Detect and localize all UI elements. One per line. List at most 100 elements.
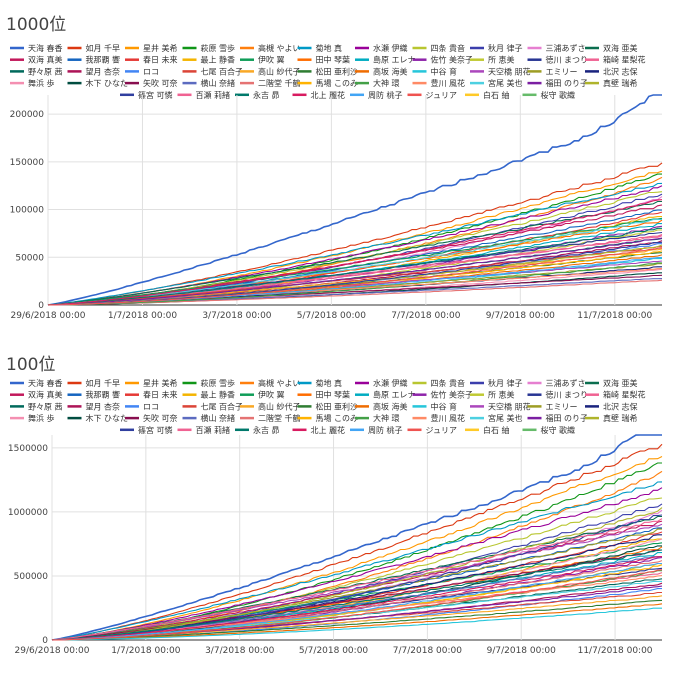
legend-item[interactable]: 双海 真美 (10, 55, 63, 65)
legend-item[interactable]: 真壁 瑞希 (585, 78, 638, 88)
legend-item[interactable]: 望月 杏奈 (67, 401, 121, 411)
legend-item[interactable]: 横山 奈緒 (182, 413, 236, 423)
legend-item[interactable]: 高坂 海美 (355, 66, 408, 76)
legend-item[interactable]: 菊地 真 (297, 378, 343, 388)
legend-item[interactable]: 野々原 茜 (10, 66, 63, 76)
legend-item[interactable]: 桜守 歌織 (522, 90, 576, 100)
legend-item[interactable]: 二階堂 千鶴 (240, 413, 301, 423)
legend-item[interactable]: 桜守 歌織 (522, 425, 576, 435)
legend-item[interactable]: 高槻 やよい (240, 43, 301, 53)
legend-item[interactable]: 永吉 昴 (235, 425, 280, 435)
legend-item[interactable]: 高山 紗代子 (240, 401, 301, 411)
legend-item[interactable]: 大神 環 (355, 78, 400, 88)
legend-item[interactable]: 四条 貴音 (412, 378, 466, 388)
legend-item[interactable]: 如月 千早 (67, 43, 121, 53)
legend-item[interactable]: 佐竹 美奈子 (412, 390, 474, 400)
legend-item[interactable]: 天海 春香 (10, 43, 63, 53)
legend-item[interactable]: エミリー (527, 67, 578, 76)
legend-item[interactable]: 伊吹 翼 (240, 390, 285, 400)
legend-item[interactable]: 馬場 このみ (297, 413, 359, 423)
legend-item[interactable]: 箱崎 星梨花 (585, 390, 646, 400)
legend-item[interactable]: 宮尾 美也 (470, 413, 523, 423)
legend-item[interactable]: 白石 紬 (465, 425, 510, 435)
legend-item[interactable]: 野々原 茜 (10, 401, 63, 411)
legend-item[interactable]: 永吉 昴 (235, 90, 280, 100)
legend-item[interactable]: 星井 美希 (125, 378, 178, 388)
legend-item[interactable]: 水瀬 伊織 (355, 378, 408, 388)
legend-item[interactable]: 高槻 やよい (240, 378, 301, 388)
legend-item[interactable]: 横山 奈緒 (182, 78, 236, 88)
legend-item[interactable]: 松田 亜利沙 (297, 401, 359, 411)
legend-item[interactable]: 秋月 律子 (470, 378, 523, 388)
legend-item[interactable]: 島原 エレナ (355, 390, 416, 400)
legend-item[interactable]: 水瀬 伊織 (355, 43, 408, 53)
legend-item[interactable]: 我那覇 響 (67, 55, 121, 65)
legend-item[interactable]: 豊川 風花 (412, 78, 466, 88)
legend-item[interactable]: 箱崎 星梨花 (585, 55, 646, 65)
legend-item[interactable]: ジュリア (407, 91, 457, 100)
legend-item[interactable]: 伊吹 翼 (240, 55, 285, 65)
legend-item[interactable]: 星井 美希 (125, 43, 178, 53)
legend-item[interactable]: 最上 静香 (182, 390, 236, 400)
legend-item[interactable]: 四条 貴音 (412, 43, 466, 53)
legend-item[interactable]: 田中 琴葉 (297, 55, 351, 65)
legend-item[interactable]: 中谷 育 (412, 401, 458, 411)
legend-item[interactable]: 双海 真美 (10, 390, 63, 400)
legend-item[interactable]: 木下 ひなた (67, 413, 129, 423)
legend-item[interactable]: 北上 麗花 (292, 90, 346, 100)
legend-item[interactable]: 北沢 志保 (585, 401, 638, 411)
legend-item[interactable]: 徳川 まつり (527, 390, 589, 400)
legend-item[interactable]: 七尾 百合子 (182, 66, 244, 76)
legend-item[interactable]: 所 恵美 (470, 55, 515, 65)
legend-item[interactable]: 双海 亜美 (585, 43, 638, 53)
legend-item[interactable]: 萩原 雪歩 (182, 43, 236, 53)
legend-item[interactable]: 三浦あずさ (527, 43, 586, 53)
legend-item[interactable]: 篠宮 可憐 (120, 425, 173, 435)
legend-item[interactable]: 周防 桃子 (350, 425, 403, 435)
legend-item[interactable]: 所 恵美 (470, 390, 515, 400)
legend-item[interactable]: 徳川 まつり (527, 55, 589, 65)
legend-item[interactable]: 舞浜 歩 (10, 413, 55, 423)
legend-item[interactable]: ロコ (125, 67, 159, 76)
legend-item[interactable]: 天海 春香 (10, 378, 63, 388)
legend-item[interactable]: 最上 静香 (182, 55, 236, 65)
legend-item[interactable]: 高坂 海美 (355, 401, 408, 411)
legend-item[interactable]: 北沢 志保 (585, 66, 638, 76)
legend-item[interactable]: 秋月 律子 (470, 43, 523, 53)
legend-item[interactable]: エミリー (527, 402, 578, 411)
legend-item[interactable]: 福田 のり子 (527, 79, 589, 88)
legend-item[interactable]: 矢吹 可奈 (125, 413, 178, 423)
legend-item[interactable]: 春日 未来 (125, 55, 178, 65)
legend-item[interactable]: 中谷 育 (412, 66, 458, 76)
legend-item[interactable]: 篠宮 可憐 (120, 90, 173, 100)
legend-item[interactable]: 真壁 瑞希 (585, 413, 638, 423)
legend-item[interactable]: 田中 琴葉 (297, 390, 351, 400)
legend-item[interactable]: 双海 亜美 (585, 378, 638, 388)
legend-item[interactable]: ロコ (125, 402, 159, 411)
legend-item[interactable]: 如月 千早 (67, 378, 121, 388)
legend-item[interactable]: 舞浜 歩 (10, 78, 55, 88)
legend-item[interactable]: 宮尾 美也 (470, 78, 523, 88)
legend-item[interactable]: 馬場 このみ (297, 78, 359, 88)
legend-item[interactable]: 我那覇 響 (67, 390, 121, 400)
legend-item[interactable]: 百瀬 莉緒 (177, 425, 231, 435)
legend-item[interactable]: 三浦あずさ (527, 378, 586, 388)
legend-item[interactable]: 佐竹 美奈子 (412, 55, 474, 65)
legend-item[interactable]: 矢吹 可奈 (125, 78, 178, 88)
legend-item[interactable]: 周防 桃子 (350, 90, 403, 100)
legend-item[interactable]: 二階堂 千鶴 (240, 78, 301, 88)
legend-item[interactable]: 白石 紬 (465, 90, 510, 100)
legend-item[interactable]: 大神 環 (355, 413, 400, 423)
legend-item[interactable]: 木下 ひなた (67, 78, 129, 88)
legend-item[interactable]: 百瀬 莉緒 (177, 90, 231, 100)
legend-item[interactable]: 高山 紗代子 (240, 66, 301, 76)
legend-item[interactable]: 春日 未来 (125, 390, 178, 400)
legend-item[interactable]: 天空橋 朋花 (470, 401, 531, 411)
legend-item[interactable]: 北上 麗花 (292, 425, 346, 435)
legend-item[interactable]: 萩原 雪歩 (182, 378, 236, 388)
legend-item[interactable]: 豊川 風花 (412, 413, 466, 423)
legend-item[interactable]: 望月 杏奈 (67, 66, 121, 76)
legend-item[interactable]: 福田 のり子 (527, 414, 589, 423)
legend-item[interactable]: 島原 エレナ (355, 55, 416, 65)
legend-item[interactable]: 七尾 百合子 (182, 401, 244, 411)
